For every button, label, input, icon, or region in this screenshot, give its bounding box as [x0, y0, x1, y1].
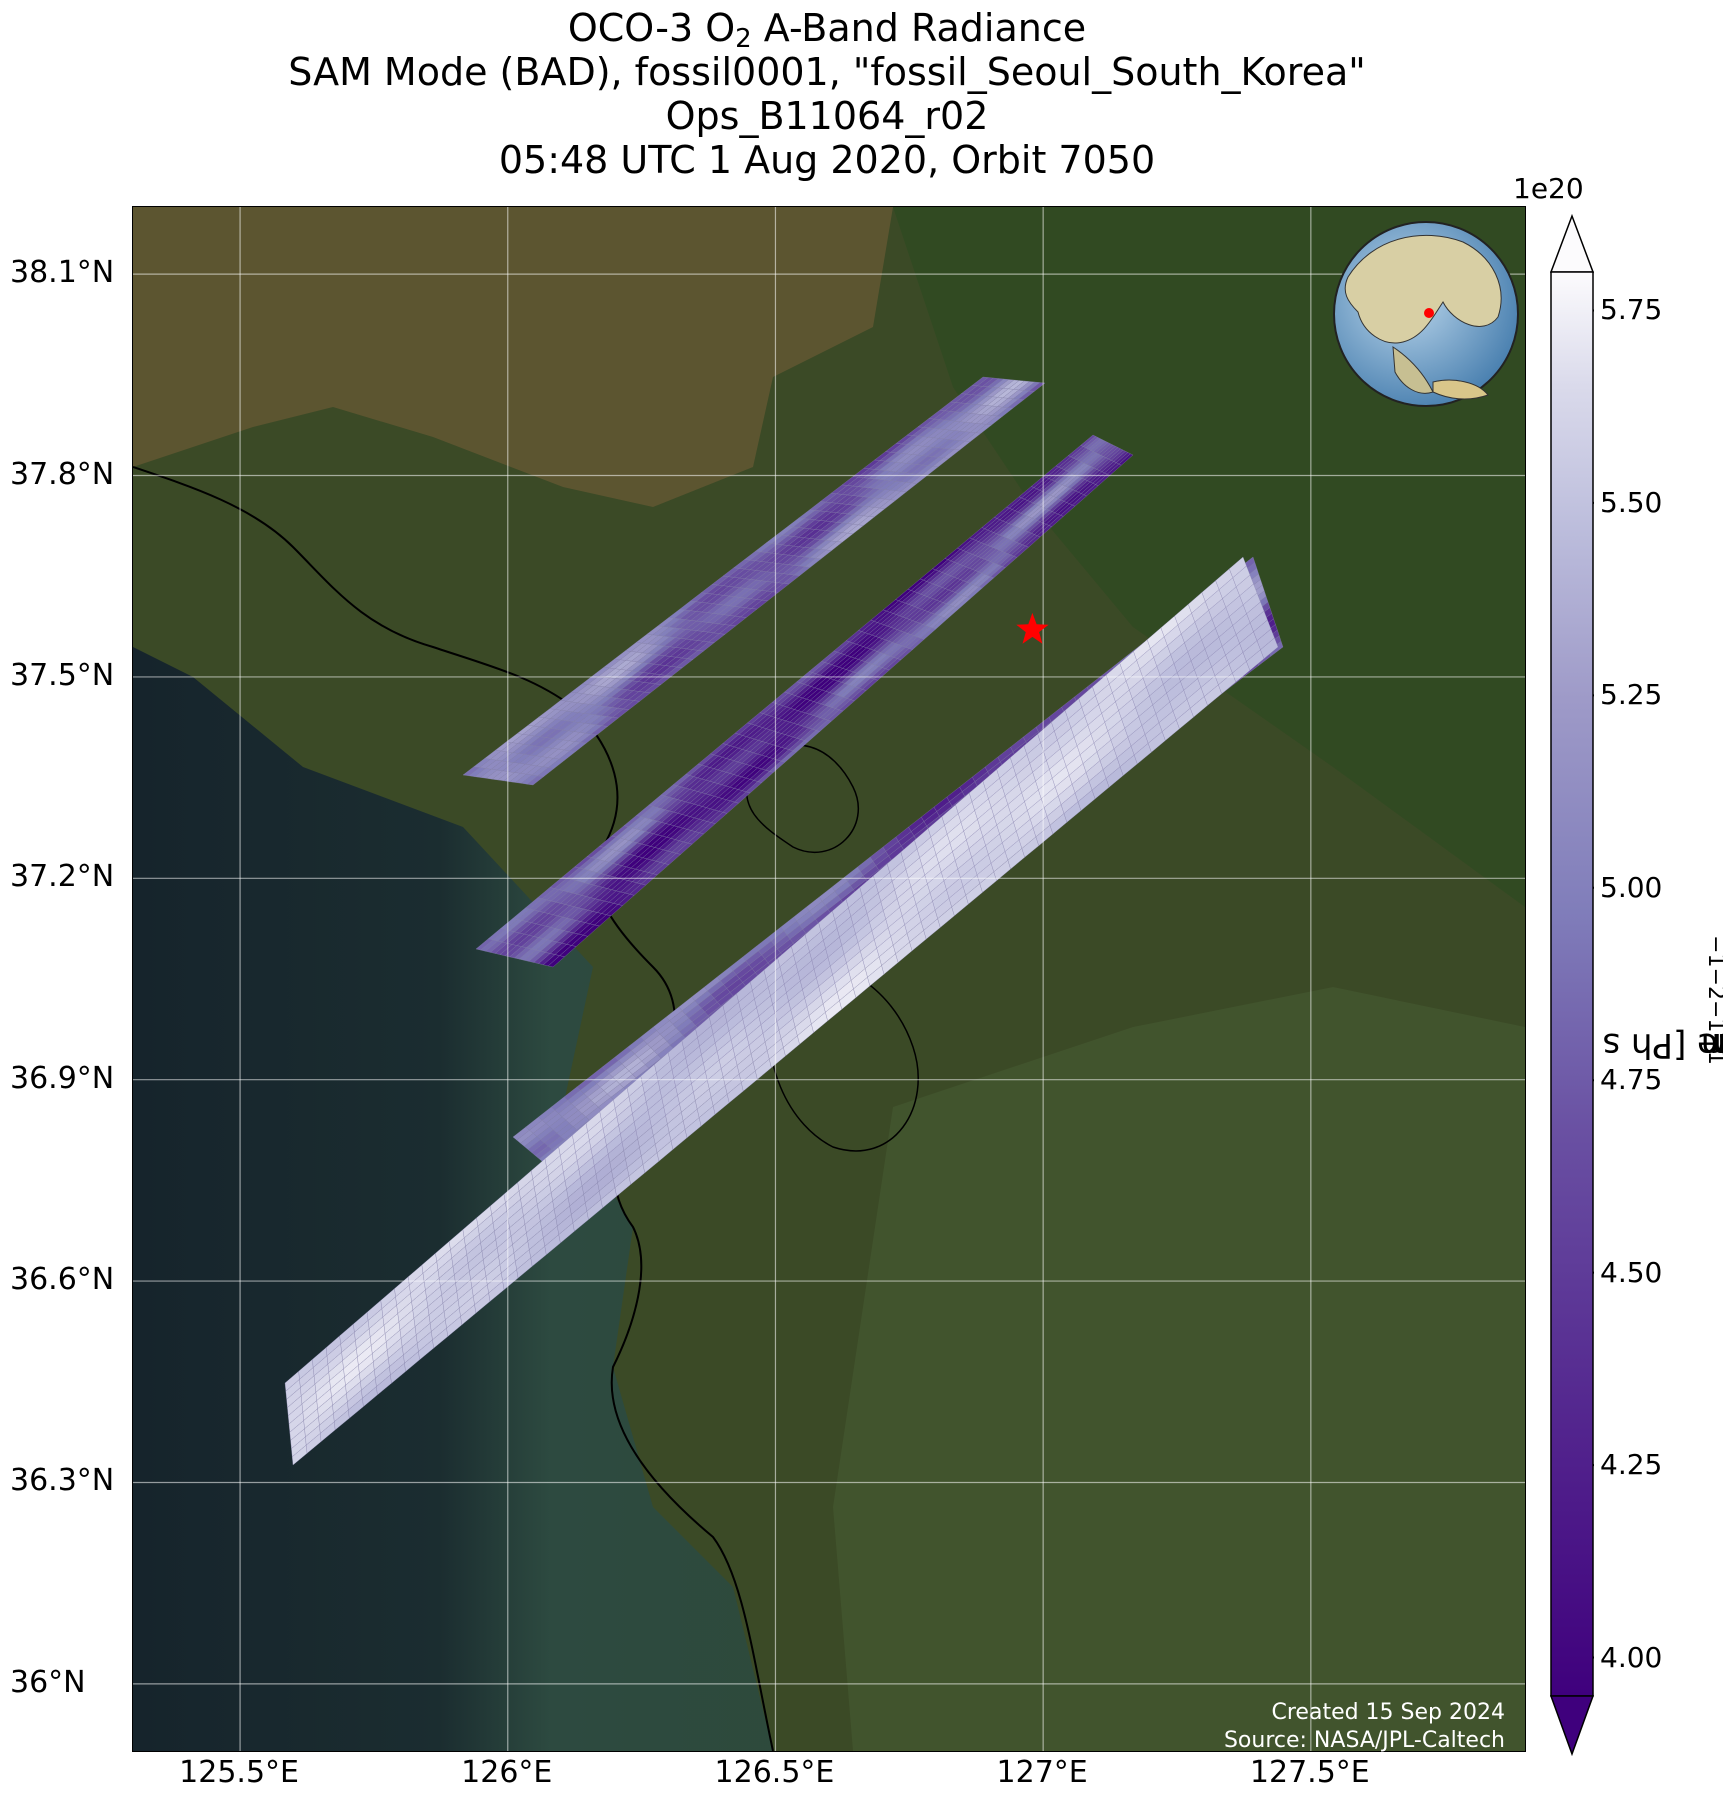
lon-tick-label: 125.5°E — [179, 1755, 299, 1790]
lon-tick-label: 126°E — [461, 1755, 553, 1790]
title-line-2: SAM Mode (BAD), fossil0001, "fossil_Seou… — [288, 50, 1366, 94]
swath-4 — [284, 556, 1279, 1466]
star-icon — [1016, 612, 1049, 644]
radiance-cell — [1260, 637, 1279, 659]
colorbar-tick-label: 4.25 — [1600, 1448, 1663, 1482]
swath-1 — [462, 376, 1046, 786]
colorbar-tick-label: 5.25 — [1600, 678, 1663, 712]
figure-title: OCO-3 O2 A-Band Radiance SAM Mode (BAD),… — [132, 6, 1522, 182]
title-line-3: Ops_B11064_r02 — [665, 94, 989, 138]
lon-tick-label: 126.5°E — [714, 1755, 835, 1790]
land-north-plain — [133, 207, 893, 507]
colorbar-tick-label: 4.75 — [1600, 1063, 1663, 1097]
colorbar-tick-label: 4.00 — [1600, 1640, 1663, 1674]
lon-tick-label: 127.5°E — [1249, 1755, 1370, 1790]
colorbar-exponent: 1e20 — [1513, 172, 1584, 205]
map-panel[interactable] — [132, 206, 1526, 1752]
credit-source: Source: NASA/JPL-Caltech — [1223, 1728, 1505, 1753]
lat-tick-label: 37.2°N — [10, 859, 115, 895]
colorbar-tick-label: 5.00 — [1600, 870, 1663, 904]
coastline-island — [745, 744, 859, 853]
land-south-hills — [833, 987, 1525, 1751]
colorbar-extend-min — [1550, 1695, 1594, 1756]
radiance-cell — [1118, 453, 1134, 466]
globe-marker — [1424, 308, 1434, 318]
lat-tick-label: 38.1°N — [10, 255, 115, 291]
lat-tick-label: 36.3°N — [10, 1463, 115, 1499]
lat-tick-label: 36°N — [10, 1664, 86, 1700]
colorbar-tick-label: 4.50 — [1600, 1255, 1663, 1289]
colorbar-tick-label: 5.75 — [1600, 293, 1663, 327]
credit-created: Created 15 Sep 2024 — [1271, 1700, 1506, 1725]
title-line-1: OCO-3 O2 A-Band Radiance — [567, 6, 1087, 54]
swath-2 — [475, 434, 1134, 968]
colorbar-extend-max — [1550, 214, 1594, 273]
colorbar — [1550, 214, 1594, 1756]
lat-tick-label: 37.5°N — [10, 657, 115, 693]
lat-tick-label: 36.6°N — [10, 1262, 115, 1298]
coastline — [133, 466, 774, 1751]
globe-icon — [1333, 221, 1519, 407]
colorbar-tick-label: 5.50 — [1600, 485, 1663, 519]
radiance-cell — [1028, 382, 1046, 392]
radiance-swaths — [284, 376, 1284, 1466]
colorbar-body — [1550, 271, 1594, 1697]
map-canvas[interactable] — [133, 207, 1525, 1751]
lat-tick-label: 37.8°N — [10, 456, 115, 492]
lat-tick-label: 36.9°N — [10, 1060, 115, 1096]
lon-tick-label: 127°E — [996, 1755, 1088, 1790]
gridlines — [133, 207, 1525, 1751]
title-line-4: 05:48 UTC 1 Aug 2020, Orbit 7050 — [498, 138, 1156, 182]
target-marker — [1016, 612, 1049, 644]
